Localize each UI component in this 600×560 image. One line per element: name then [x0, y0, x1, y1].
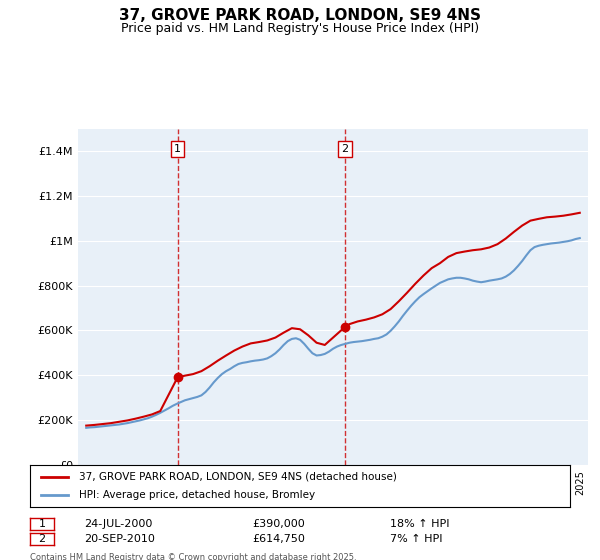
Text: £390,000: £390,000: [252, 519, 305, 529]
Text: 1: 1: [174, 144, 181, 154]
Text: HPI: Average price, detached house, Bromley: HPI: Average price, detached house, Brom…: [79, 490, 315, 500]
Text: £614,750: £614,750: [252, 534, 305, 544]
Text: 24-JUL-2000: 24-JUL-2000: [84, 519, 152, 529]
Text: 2: 2: [38, 534, 46, 544]
Text: Contains HM Land Registry data © Crown copyright and database right 2025.
This d: Contains HM Land Registry data © Crown c…: [30, 553, 356, 560]
Text: 1: 1: [38, 519, 46, 529]
Text: 18% ↑ HPI: 18% ↑ HPI: [390, 519, 449, 529]
Text: 37, GROVE PARK ROAD, LONDON, SE9 4NS: 37, GROVE PARK ROAD, LONDON, SE9 4NS: [119, 8, 481, 24]
Text: 37, GROVE PARK ROAD, LONDON, SE9 4NS (detached house): 37, GROVE PARK ROAD, LONDON, SE9 4NS (de…: [79, 472, 397, 482]
Text: 7% ↑ HPI: 7% ↑ HPI: [390, 534, 443, 544]
Text: 2: 2: [341, 144, 349, 154]
Text: Price paid vs. HM Land Registry's House Price Index (HPI): Price paid vs. HM Land Registry's House …: [121, 22, 479, 35]
Text: 20-SEP-2010: 20-SEP-2010: [84, 534, 155, 544]
